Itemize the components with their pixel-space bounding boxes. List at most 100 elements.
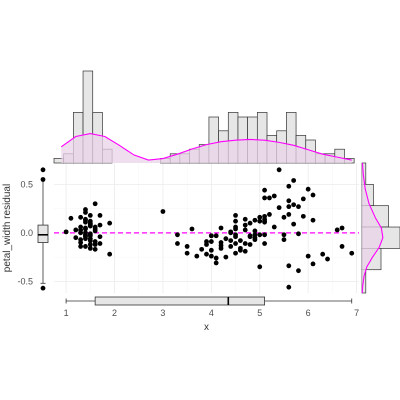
top-density-curve [60, 132, 352, 161]
y-tick-label: 0.5 [20, 179, 33, 189]
x-tick-label: 4 [209, 308, 214, 318]
scatter-point [184, 244, 190, 249]
scatter-point [208, 247, 214, 253]
scatter-point [305, 186, 311, 192]
scatter-point [257, 232, 263, 238]
scatter-point [291, 178, 297, 183]
scatter-point [160, 209, 166, 214]
scatter-point [223, 236, 229, 242]
scatter-point [286, 198, 292, 204]
scatter-point [233, 234, 238, 240]
scatter-point [97, 234, 103, 240]
scatter-point [83, 244, 88, 249]
scatter-point [242, 248, 248, 254]
scatter-point [262, 187, 267, 193]
scatter-point [175, 232, 180, 238]
scatter-point [87, 232, 93, 238]
scatter-point [300, 196, 306, 202]
scatter-point [199, 246, 205, 252]
scatter-point [252, 235, 258, 241]
scatter-point [262, 218, 267, 224]
scatter-point [213, 233, 219, 239]
scatter-point [87, 212, 93, 218]
left-boxplot-box [37, 224, 49, 243]
scatter-point [242, 216, 248, 222]
scatter-point [257, 264, 263, 270]
y-axis-title: petal_width residual [2, 184, 13, 272]
scatter-point [194, 253, 200, 259]
scatter-point [78, 244, 84, 249]
scatter-point [63, 229, 69, 235]
scatter-point [276, 205, 282, 211]
scatter-point [78, 240, 84, 245]
bottom-boxplot [65, 296, 353, 306]
scatter-point [97, 222, 103, 228]
scatter-point [286, 284, 292, 290]
scatter-point [291, 202, 297, 208]
scatter-point [300, 213, 306, 219]
scatter-point [107, 251, 113, 257]
scatter-point [237, 238, 243, 244]
scatter-point [252, 217, 258, 223]
scatter-point [262, 195, 267, 201]
scatter-point [97, 241, 103, 246]
scatter-point [242, 227, 248, 233]
scatter-point [242, 241, 248, 246]
left-boxplot [37, 167, 49, 291]
scatter-point [233, 218, 238, 224]
scatter-point [349, 250, 355, 256]
scatter-point [228, 244, 234, 249]
scatter-point [252, 228, 258, 234]
scatter-point [184, 250, 190, 256]
scatter-point [305, 253, 311, 259]
scatter-point [286, 204, 292, 210]
scatter-point [262, 232, 267, 238]
scatter-point [208, 253, 214, 259]
right-density-area [362, 163, 383, 293]
scatter-point [208, 239, 214, 244]
scatter-points [63, 167, 355, 290]
x-axis-tick-labels: 1 2 3 4 5 6 7 [64, 308, 359, 318]
scatter-point [83, 234, 88, 240]
right-density-curve [361, 162, 384, 294]
scatter-point [208, 233, 214, 239]
scatter-point [257, 218, 263, 224]
scatter-point [310, 217, 316, 223]
x-tick-label: 2 [112, 308, 117, 318]
scatter-point [213, 255, 219, 261]
scatter-point [310, 261, 316, 267]
scatter-point [228, 238, 234, 244]
scatter-point [83, 217, 88, 223]
scatter-point [281, 237, 287, 243]
scatter-point [267, 195, 272, 201]
scatter-point [83, 225, 88, 231]
y-axis-tick-labels: -0.5 0.0 0.5 [17, 179, 33, 286]
scatter-point [87, 236, 93, 242]
top-marginal-histogram [53, 70, 355, 164]
scatter-point [242, 222, 248, 228]
scatter-point [223, 254, 229, 260]
scatter-point [271, 224, 277, 230]
scatter-point [73, 235, 79, 241]
scatter-point [83, 210, 88, 215]
scatter-point [257, 214, 263, 220]
scatter-point [233, 226, 238, 232]
scatter-point [92, 246, 98, 252]
scatter-point [296, 231, 301, 237]
scatter-point [262, 241, 267, 246]
left-boxplot-outlier [40, 177, 46, 182]
scatter-point [233, 241, 238, 246]
scatter-point [204, 251, 209, 257]
scatter-point [189, 226, 195, 232]
scatter-point [233, 250, 238, 256]
scatter-point [97, 212, 103, 218]
scatter-point [310, 192, 316, 198]
scatter-point [175, 241, 180, 246]
scatter-point [334, 227, 340, 233]
scatter-point [218, 225, 224, 231]
scatter-point [78, 224, 84, 230]
scatter-point [339, 244, 345, 249]
scatter-point [218, 240, 224, 245]
scatter-point [228, 229, 234, 235]
